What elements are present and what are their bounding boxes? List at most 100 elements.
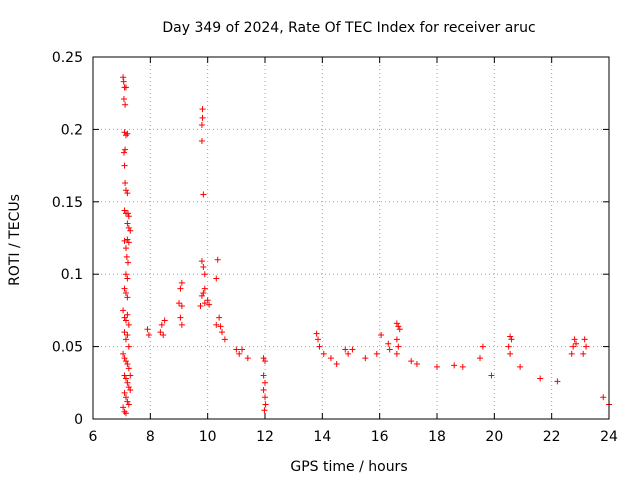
data-point xyxy=(178,279,185,286)
x-tick-label: 6 xyxy=(89,429,98,445)
data-point xyxy=(124,220,131,227)
data-point xyxy=(124,398,131,405)
x-tick-label: 14 xyxy=(313,429,331,445)
y-tick-label: 0.15 xyxy=(52,195,83,211)
data-point xyxy=(124,190,131,197)
data-point xyxy=(125,239,132,246)
y-tick-label: 0.1 xyxy=(61,267,83,283)
x-tick-label: 10 xyxy=(199,429,217,445)
data-point xyxy=(122,271,129,278)
data-point xyxy=(477,355,483,362)
data-point xyxy=(313,330,320,337)
data-point xyxy=(451,362,458,369)
data-point xyxy=(122,375,129,382)
data-point xyxy=(216,314,223,321)
data-point xyxy=(127,372,134,379)
data-point xyxy=(123,253,130,260)
data-point xyxy=(434,363,440,370)
data-point xyxy=(121,355,128,362)
data-point xyxy=(125,343,132,350)
data-point xyxy=(236,350,243,357)
data-point xyxy=(124,236,131,243)
data-point xyxy=(124,275,131,282)
data-point xyxy=(122,187,129,194)
data-point xyxy=(479,343,486,350)
data-point xyxy=(157,329,164,336)
data-point xyxy=(122,132,129,139)
data-point xyxy=(573,340,580,347)
data-point xyxy=(120,74,127,81)
data-point xyxy=(213,321,220,328)
data-point xyxy=(396,326,403,333)
data-point xyxy=(121,129,128,136)
data-point xyxy=(505,343,512,350)
data-point xyxy=(124,379,131,386)
data-point xyxy=(197,303,204,310)
data-point xyxy=(178,303,185,310)
data-point xyxy=(201,285,208,292)
y-tick-label: 0 xyxy=(74,412,83,428)
data-point xyxy=(122,358,129,365)
data-point xyxy=(120,95,127,102)
data-point xyxy=(581,336,588,343)
data-point xyxy=(125,213,132,220)
data-point xyxy=(127,227,134,234)
data-point xyxy=(121,162,128,169)
data-point xyxy=(393,320,400,327)
data-point xyxy=(145,332,152,339)
data-point xyxy=(600,394,607,401)
data-point xyxy=(262,394,268,401)
data-point xyxy=(121,237,128,244)
data-point xyxy=(125,384,132,391)
data-point xyxy=(122,84,129,91)
data-point xyxy=(122,179,129,186)
y-tick-label: 0.05 xyxy=(52,340,83,356)
data-point xyxy=(122,290,129,297)
y-tick-label: 0.2 xyxy=(61,122,83,138)
data-point xyxy=(373,350,380,357)
y-axis-label: ROTI / TECUs xyxy=(7,194,23,286)
data-point xyxy=(200,290,207,297)
data-point xyxy=(121,372,128,379)
data-point xyxy=(124,311,131,318)
data-point xyxy=(413,360,420,367)
data-point xyxy=(176,300,182,307)
data-point xyxy=(508,336,515,343)
data-point xyxy=(124,332,131,339)
data-point xyxy=(206,301,213,308)
data-point xyxy=(120,350,127,357)
data-point xyxy=(408,358,415,365)
data-point xyxy=(327,355,334,362)
data-point xyxy=(262,379,268,386)
data-point xyxy=(345,350,352,357)
data-point xyxy=(122,394,129,401)
data-point xyxy=(385,340,392,347)
data-point xyxy=(200,191,207,198)
data-point xyxy=(124,259,131,266)
data-point xyxy=(459,363,466,370)
data-point xyxy=(342,346,349,353)
data-point xyxy=(120,404,127,411)
data-point xyxy=(198,292,205,299)
data-point xyxy=(199,106,206,113)
data-point xyxy=(204,297,211,304)
data-point xyxy=(200,263,207,270)
data-point xyxy=(121,207,128,214)
data-point xyxy=(393,336,400,343)
data-point xyxy=(121,329,128,336)
x-axis-label: GPS time / hours xyxy=(290,459,407,475)
data-point xyxy=(260,355,267,362)
x-tick-label: 12 xyxy=(256,429,274,445)
data-point xyxy=(121,285,128,292)
data-point xyxy=(125,401,132,408)
data-point xyxy=(160,332,167,339)
data-point xyxy=(122,317,129,324)
y-tick-label: 0.25 xyxy=(52,50,83,66)
data-point xyxy=(198,122,205,129)
x-tick-label: 18 xyxy=(428,429,446,445)
data-point xyxy=(260,372,267,379)
data-point xyxy=(507,350,514,357)
data-point xyxy=(333,360,340,367)
x-tick-label: 8 xyxy=(146,429,155,445)
